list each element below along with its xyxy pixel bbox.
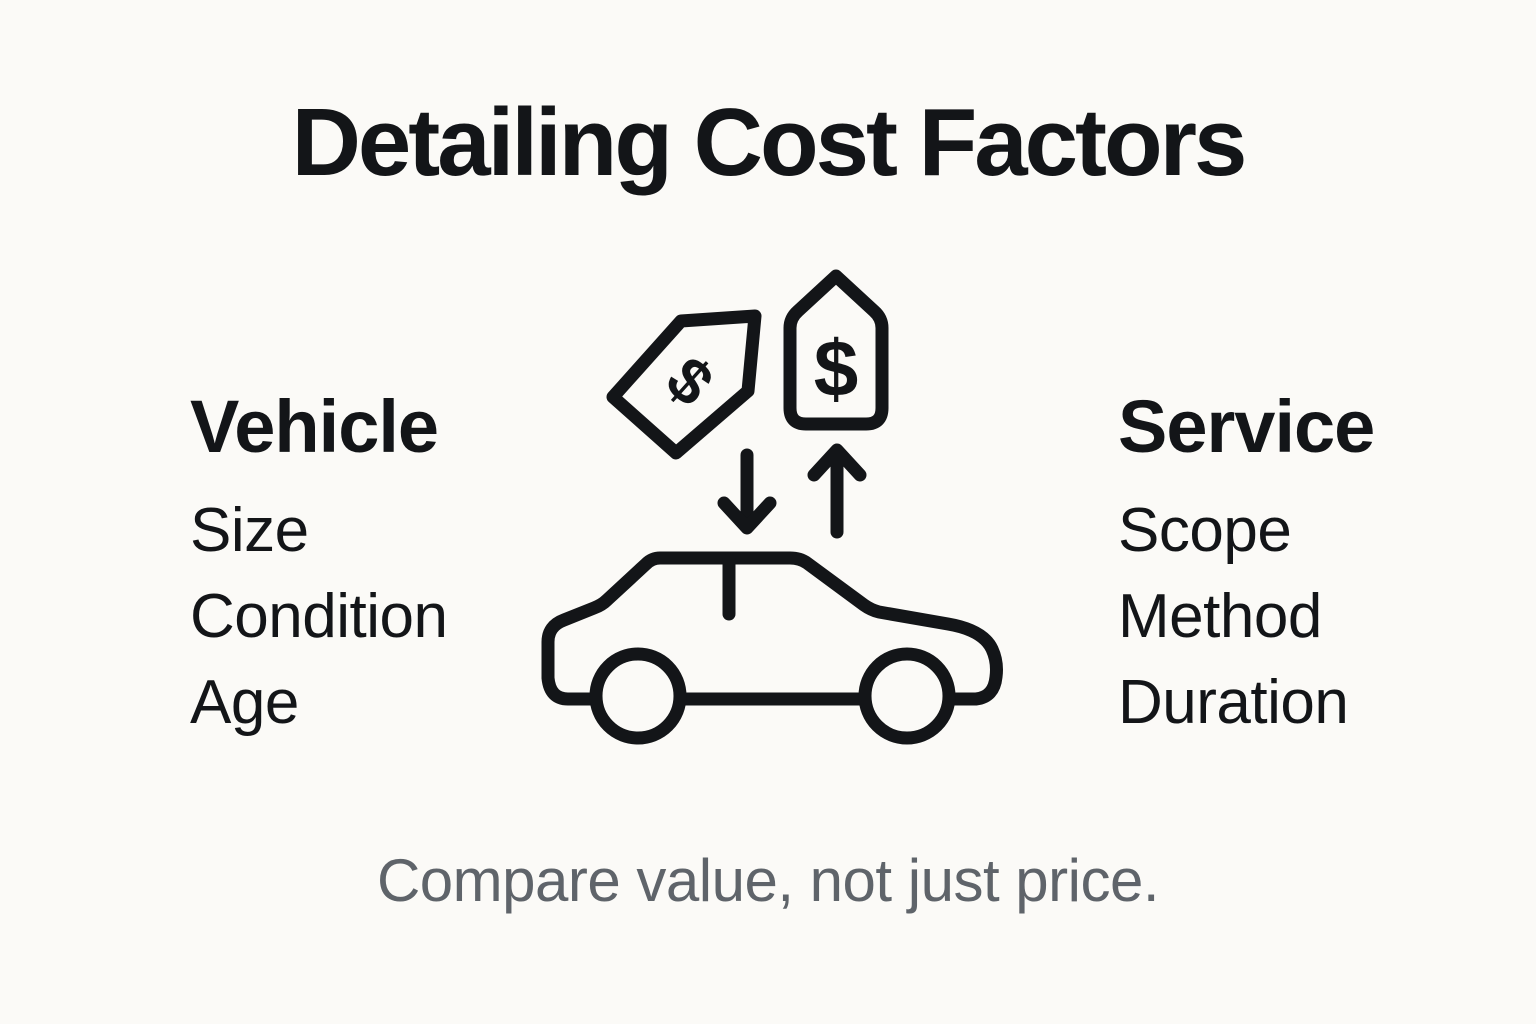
price-tag-tilted-icon: $ (606, 309, 762, 460)
arrow-down-icon (717, 448, 777, 535)
arrow-up-icon (807, 443, 867, 539)
car-rear-wheel (858, 647, 956, 745)
vehicle-item-size: Size (190, 496, 309, 565)
service-items-list: Scope Method Duration (1118, 488, 1374, 746)
car-side-icon (541, 551, 1003, 745)
dollar-sign-upright: $ (814, 324, 859, 413)
price-tag-upright-icon: $ (783, 269, 889, 431)
service-item-scope: Scope (1118, 496, 1292, 565)
vehicle-heading: Vehicle (190, 385, 439, 468)
vehicle-item-age: Age (190, 668, 299, 737)
caption: Compare value, not just price. (376, 847, 1160, 914)
dollar-sign-tilted: $ (653, 342, 728, 419)
vehicle-item-condition: Condition (190, 582, 448, 651)
vehicle-factors-group: Vehicle Size Condition Age (190, 385, 448, 746)
car-front-wheel (589, 647, 687, 745)
service-item-method: Method (1118, 582, 1322, 651)
page-title: Detailing Cost Factors (291, 89, 1248, 196)
service-heading: Service (1118, 385, 1375, 468)
service-factors-group: Service Scope Method Duration (1118, 385, 1375, 746)
service-item-duration: Duration (1118, 668, 1349, 737)
vehicle-items-list: Size Condition Age (190, 488, 448, 746)
